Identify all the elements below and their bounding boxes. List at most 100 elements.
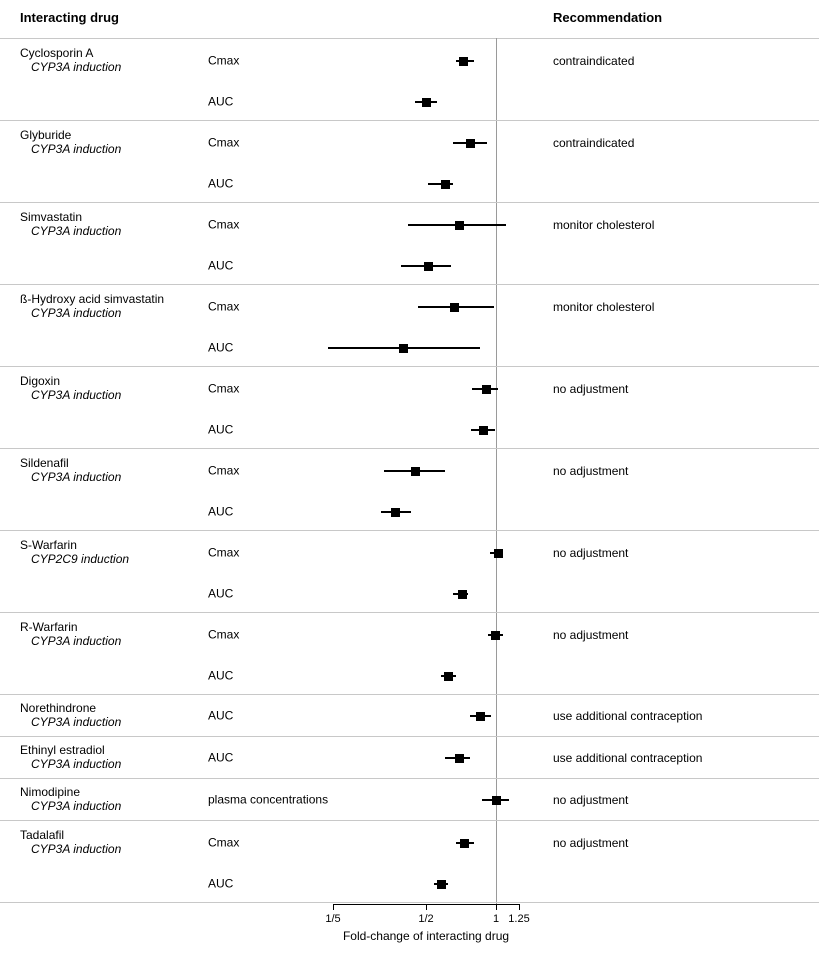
point-marker [459, 57, 468, 66]
drug-mechanism: CYP3A induction [31, 799, 122, 813]
x-axis-tick [333, 904, 334, 910]
x-axis-tick-label: 1/2 [418, 913, 434, 925]
measure-label: AUC [208, 750, 234, 765]
point-marker [399, 344, 408, 353]
column-header-recommendation: Recommendation [553, 10, 663, 25]
x-axis-title: Fold-change of interacting drug [342, 929, 510, 943]
recommendation: use additional contraception [553, 751, 703, 765]
x-axis-tick-label: 1 [492, 913, 500, 925]
point-marker [444, 672, 453, 681]
measure-label: Cmax [208, 381, 240, 396]
point-marker [424, 262, 433, 271]
drug-section: Norethindrone CYP3A induction AUC use addit… [0, 695, 819, 737]
drug-mechanism: CYP3A induction [31, 470, 122, 484]
point-marker [479, 426, 488, 435]
point-marker [391, 508, 400, 517]
measure-label: AUC [208, 708, 234, 723]
drug-mechanism: CYP3A induction [31, 634, 122, 648]
recommendation: monitor cholesterol [553, 300, 655, 314]
point-marker [411, 467, 420, 476]
recommendation: use additional contraception [553, 709, 703, 723]
header-divider [0, 38, 819, 39]
recommendation: no adjustment [553, 793, 629, 807]
drug-name: Digoxin [20, 374, 61, 388]
measure-label: Cmax [208, 463, 240, 478]
drug-section: Sildenafil CYP3A induction Cmax AUC no adjus… [0, 449, 819, 531]
point-marker [466, 139, 475, 148]
x-axis-tick [519, 904, 520, 910]
recommendation: no adjustment [553, 382, 629, 396]
drug-section: Digoxin CYP3A induction Cmax AUC no adjustme… [0, 367, 819, 449]
x-axis-tick-label: 1/5 [325, 913, 341, 925]
recommendation: no adjustment [553, 836, 629, 850]
recommendation: no adjustment [553, 464, 629, 478]
point-marker [492, 796, 501, 805]
measure-label: Cmax [208, 135, 240, 150]
measure-label: AUC [208, 94, 234, 109]
drug-name: ß-Hydroxy acid simvastatin [20, 292, 165, 306]
drug-name: S-Warfarin [20, 538, 77, 552]
measure-label: Cmax [208, 627, 240, 642]
recommendation: contraindicated [553, 136, 635, 150]
measure-label: Cmax [208, 299, 240, 314]
drug-name: Sildenafil [20, 456, 69, 470]
drug-section: S-Warfarin CYP2C9 induction Cmax AUC no adju… [0, 531, 819, 613]
x-axis-tick [496, 904, 497, 910]
drug-section: Glyburide CYP3A induction Cmax AUC contraind… [0, 121, 819, 203]
column-header-interacting-drug: Interacting drug [20, 10, 119, 25]
measure-label: AUC [208, 422, 234, 437]
reference-line [496, 38, 497, 904]
point-marker [437, 880, 446, 889]
drug-name: Simvastatin [20, 210, 83, 224]
drug-name: R-Warfarin [20, 620, 78, 634]
point-marker [422, 98, 431, 107]
measure-label: AUC [208, 668, 234, 683]
measure-label: AUC [208, 176, 234, 191]
recommendation: no adjustment [553, 546, 629, 560]
measure-label: AUC [208, 258, 234, 273]
drug-mechanism: CYP3A induction [31, 306, 122, 320]
recommendation: no adjustment [553, 628, 629, 642]
measure-label: AUC [208, 586, 234, 601]
drug-mechanism: CYP3A induction [31, 757, 122, 771]
recommendation: contraindicated [553, 54, 635, 68]
drug-name: Glyburide [20, 128, 72, 142]
drug-mechanism: CYP2C9 induction [31, 552, 130, 566]
drug-section: Cyclosporin A CYP3A induction Cmax AUC contr… [0, 39, 819, 121]
measure-label: AUC [208, 340, 234, 355]
drug-mechanism: CYP3A induction [31, 842, 122, 856]
point-marker [455, 221, 464, 230]
drug-mechanism: CYP3A induction [31, 142, 122, 156]
x-axis-tick-label: 1.25 [508, 913, 530, 925]
drug-name: Ethinyl estradiol [20, 743, 105, 757]
measure-label: Cmax [208, 545, 240, 560]
point-marker [494, 549, 503, 558]
point-marker [482, 385, 491, 394]
point-marker [450, 303, 459, 312]
drug-name: Norethindrone [20, 701, 97, 715]
sections: Cyclosporin A CYP3A induction Cmax AUC contr… [0, 39, 819, 903]
drug-section: Nimodipine CYP3A induction plasma concentr… [0, 779, 819, 821]
point-marker [491, 631, 500, 640]
drug-mechanism: CYP3A induction [31, 715, 122, 729]
drug-name: Tadalafil [20, 828, 65, 842]
ci-bar [428, 183, 453, 185]
drug-section: Tadalafil CYP3A induction Cmax AUC no adjust… [0, 821, 819, 903]
drug-section: ß-Hydroxy acid simvastatin CYP3A inductio… [0, 285, 819, 367]
drug-section: Ethinyl estradiol CYP3A induction AUC use a… [0, 737, 819, 779]
point-marker [458, 590, 467, 599]
x-axis-tick [426, 904, 427, 910]
drug-mechanism: CYP3A induction [31, 60, 122, 74]
drug-name: Cyclosporin A [20, 46, 94, 60]
point-marker [476, 712, 485, 721]
measure-label: AUC [208, 876, 234, 891]
drug-section: Simvastatin CYP3A induction Cmax AUC monitor… [0, 203, 819, 285]
point-marker [460, 839, 469, 848]
drug-mechanism: CYP3A induction [31, 224, 122, 238]
drug-mechanism: CYP3A induction [31, 388, 122, 402]
measure-label: Cmax [208, 835, 240, 850]
measure-label: Cmax [208, 53, 240, 68]
measure-label: Cmax [208, 217, 240, 232]
drug-name: Nimodipine [20, 785, 81, 799]
